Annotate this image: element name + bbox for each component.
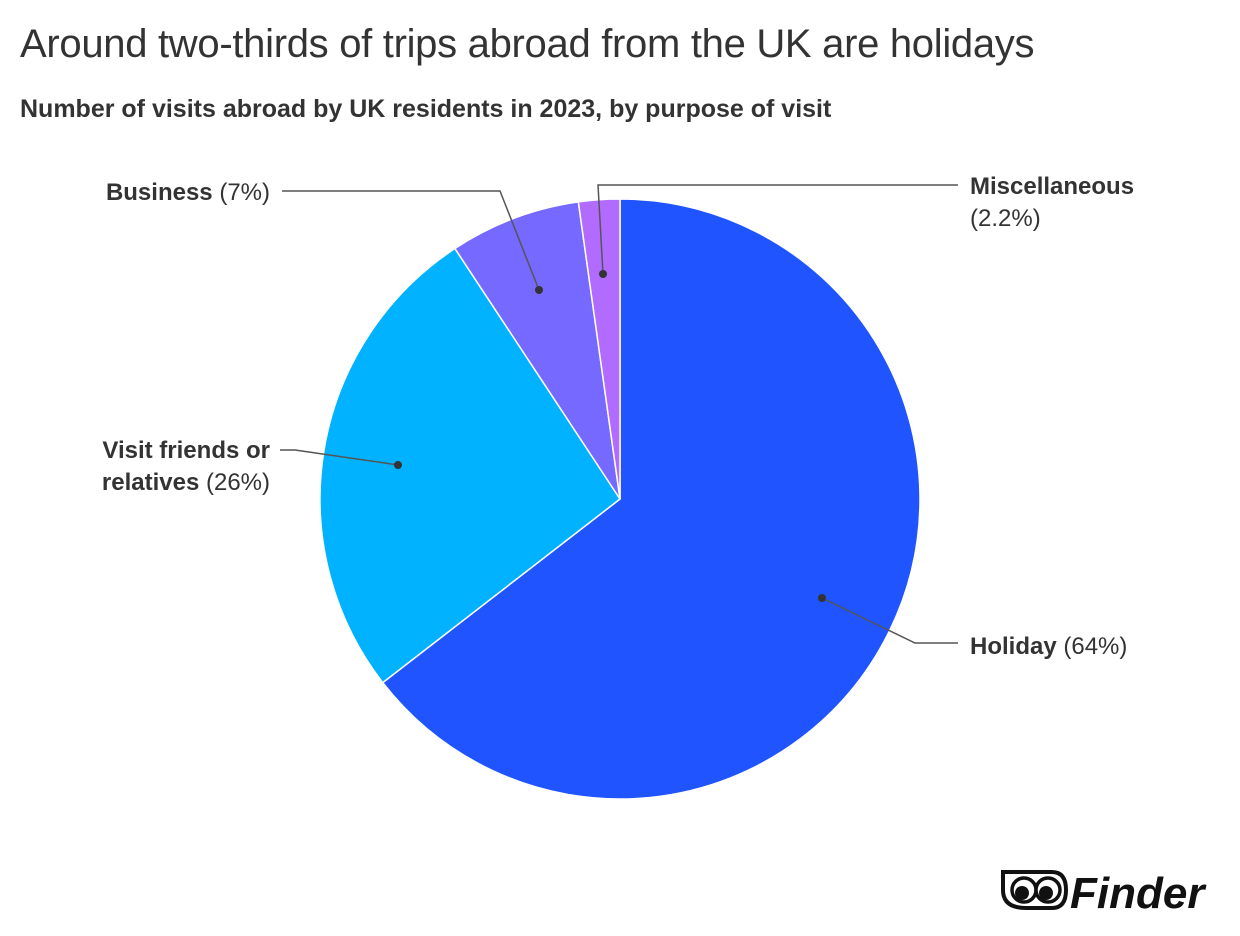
slice-label: Holiday (64%) [970, 633, 1127, 660]
leader-line [282, 190, 540, 291]
slice-label: Business (7%) [106, 179, 270, 206]
logo-text: Finder [1070, 869, 1207, 914]
finder-logo: Finder [1001, 869, 1207, 914]
leader-dot [599, 270, 607, 278]
pie-slice-business [453, 201, 621, 500]
leader-line [597, 184, 958, 275]
slice-label: Visit friends or relatives (26%) [102, 437, 270, 496]
chart-title: Around two-thirds of trips abroad from t… [20, 22, 1035, 66]
pie-slice-visit-friends-or-relatives [319, 247, 622, 684]
leader-dot [394, 461, 402, 469]
leader-line [821, 597, 958, 644]
leader-dot [818, 594, 826, 602]
leader-line [280, 449, 399, 466]
slice-label: Miscellaneous (2.2%) [970, 173, 1134, 232]
chart-subtitle: Number of visits abroad by UK residents … [20, 95, 832, 123]
leader-dot [535, 286, 543, 294]
